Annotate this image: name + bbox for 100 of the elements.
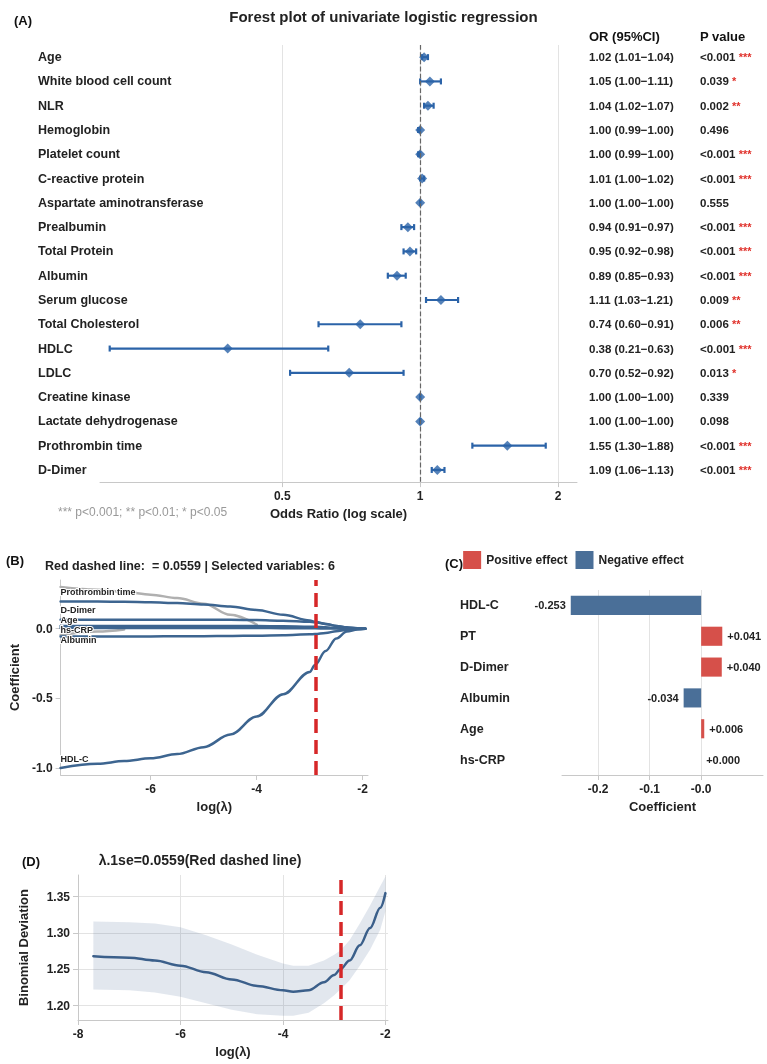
y2-tick-label: <0.001 ***	[700, 245, 753, 258]
y-tick-label: Total Cholesterol	[38, 317, 140, 332]
x-tick-label: -2	[357, 782, 369, 796]
chart-title: Forest plot of univariate logistic regression	[229, 8, 538, 25]
y-tick-label: Age	[38, 50, 62, 65]
legend-label: Positive effect	[486, 553, 568, 567]
y2-tick-label: 0.496	[700, 123, 729, 136]
x-axis-title: log(λ)	[196, 798, 232, 814]
data-label: 1.01 (1.00−1.02)	[589, 172, 674, 185]
data-label: 0.38 (0.21−0.63)	[589, 342, 674, 355]
y-tick-label: Hemoglobin	[38, 122, 111, 137]
y-tick-label: Prothrombin time	[38, 438, 143, 453]
y-tick-label: 1.20	[46, 998, 71, 1013]
x-tick-label: -2	[380, 1027, 392, 1041]
data-label: +0.041	[727, 630, 762, 643]
x-tick-label: -6	[175, 1027, 187, 1041]
y-tick-label: Creatine kinase	[38, 390, 131, 405]
text: (B)	[6, 553, 25, 568]
y-tick-label: hs-CRP	[460, 752, 506, 767]
y2-tick-label: 0.009 **	[700, 293, 742, 306]
y2-tick-label: <0.001 ***	[700, 148, 753, 161]
y-tick-label: D-Dimer	[38, 462, 87, 477]
y2-tick-label: 0.339	[700, 391, 729, 404]
data-label: 1.00 (1.00−1.00)	[589, 196, 674, 209]
y2-tick-label: <0.001 ***	[700, 51, 753, 64]
text: (C)	[445, 556, 464, 571]
y2-tick-label: <0.001 ***	[700, 439, 753, 452]
x-axis-title: log(λ)	[215, 1043, 251, 1059]
y2-tick-label: <0.001 ***	[700, 269, 753, 282]
y-axis-title: Coefficient	[7, 643, 22, 712]
y2-tick-label: 0.039 *	[700, 75, 737, 88]
y-tick-label: HDLC	[38, 341, 73, 356]
data-label: -0.253	[534, 599, 566, 612]
x-tick-label: 2	[554, 489, 562, 504]
y-tick-label: Age	[460, 721, 484, 736]
chart-title: λ.1se=0.0559(Red dashed line)	[98, 852, 302, 868]
y-tick-label: PT	[460, 629, 477, 644]
y2-tick-label: 0.002 **	[700, 99, 742, 112]
y2-tick-label: <0.001 ***	[700, 172, 753, 185]
text: (A)	[14, 13, 33, 28]
data-label: 1.02 (1.01−1.04)	[589, 51, 674, 64]
data-label: 1.04 (1.02−1.07)	[589, 99, 674, 112]
y-tick-label: Albumin	[38, 268, 88, 283]
x-tick-label: -0.2	[587, 782, 609, 796]
x-tick-label: -4	[277, 1027, 289, 1041]
data-label: 1.09 (1.06−1.13)	[589, 463, 674, 476]
data-label: 0.94 (0.91−0.97)	[589, 221, 674, 234]
x-tick-label: -0.1	[639, 782, 661, 796]
x-tick-label: -0.0	[690, 782, 712, 796]
data-label: 1.00 (1.00−1.00)	[589, 415, 674, 428]
y-tick-label: Prealbumin	[38, 220, 107, 235]
x-tick-label: -6	[145, 782, 157, 796]
y2-tick-label: <0.001 ***	[700, 342, 753, 355]
y-tick-label: Albumin	[460, 690, 510, 705]
y2-tick-label: 0.098	[700, 415, 730, 428]
y-tick-label: 1.35	[46, 889, 71, 904]
y-tick-label: Aspartate aminotransferase	[38, 195, 204, 210]
y-tick-label: Total Protein	[38, 244, 114, 259]
y-tick-label: Platelet count	[38, 147, 121, 162]
y2-tick-label: <0.001 ***	[700, 463, 753, 476]
legend-label: Negative effect	[598, 553, 684, 567]
data-label: 1.55 (1.30−1.88)	[589, 439, 674, 452]
data-label: +0.006	[709, 722, 744, 735]
y-tick-label: 1.30	[46, 926, 71, 940]
x-tick-label: -8	[72, 1027, 84, 1041]
x-axis-title: Odds Ratio (log scale)	[269, 506, 408, 521]
y-tick-label: LDLC	[38, 365, 72, 380]
x-tick-label: 1	[416, 489, 424, 504]
data-label: -0.034	[647, 691, 680, 704]
y-tick-label: HDL-C	[460, 598, 499, 613]
data-label: 1.00 (0.99−1.00)	[589, 148, 674, 161]
y-tick-label: C-reactive protein	[38, 171, 145, 186]
chart-title: Red dashed line: = 0.0559 | Selected variables: 6	[44, 558, 336, 573]
data-label: 0.95 (0.92−0.98)	[589, 245, 674, 258]
y-axis-title: Binomial Deviation	[16, 888, 31, 1007]
data-label: 1.05 (1.00−1.11)	[589, 75, 674, 88]
data-label: 1.11 (1.03−1.21)	[589, 293, 674, 306]
x-axis-title: Coefficient	[628, 798, 697, 814]
y-tick-label: Serum glucose	[38, 292, 128, 307]
data-label: 1.00 (0.99−1.00)	[589, 123, 674, 136]
y2-tick-label: 0.013 *	[700, 366, 737, 379]
data-label: +0.000	[706, 753, 741, 766]
x-tick-label: 0.5	[273, 489, 291, 504]
text: OR (95%CI)	[589, 29, 660, 44]
data-label: +0.040	[726, 661, 761, 674]
y2-tick-label: 0.555	[700, 196, 730, 209]
y-tick-label: Lactate dehydrogenase	[38, 414, 178, 429]
data-label: 0.74 (0.60−0.91)	[589, 318, 674, 331]
y-tick-label: -0.5	[31, 691, 53, 706]
text: *** p<0.001; ** p<0.01; * p<0.05	[58, 505, 228, 519]
y-tick-label: D-Dimer	[460, 660, 509, 675]
y-tick-label: 1.25	[46, 962, 71, 977]
y2-tick-label: <0.001 ***	[700, 221, 753, 234]
y-tick-label: White blood cell count	[38, 74, 173, 89]
y2-tick-label: 0.006 **	[700, 318, 742, 331]
x-tick-label: -4	[251, 782, 263, 796]
text: P value	[700, 29, 746, 44]
data-label: 0.89 (0.85−0.93)	[589, 269, 674, 282]
y-tick-label: NLR	[38, 98, 64, 113]
y-tick-label: 0.0	[35, 621, 53, 636]
